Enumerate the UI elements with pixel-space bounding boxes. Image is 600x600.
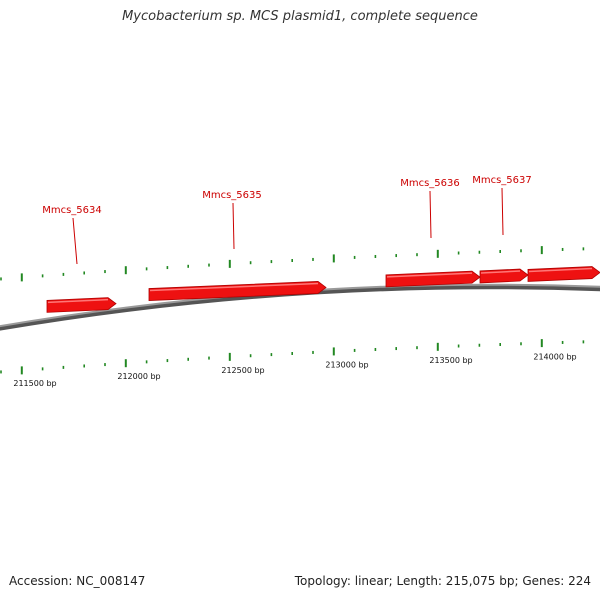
gene-highlight [149, 282, 319, 292]
tick-label: 212500 bp [221, 366, 264, 375]
tick-label: 212000 bp [117, 372, 160, 381]
gene-label: Mmcs_5635 [202, 190, 262, 201]
tick-label: 213000 bp [325, 361, 368, 370]
tick-label: 213500 bp [429, 356, 472, 365]
gene-leader-line [429, 190, 432, 239]
gene-highlight [47, 298, 109, 304]
tick-label-group: 211500 bp 212000 bp 212500 bp 213000 bp 2135… [13, 353, 576, 389]
gene-highlight [528, 267, 593, 273]
gene-features [46, 266, 600, 313]
gene-leader-line [501, 187, 504, 236]
gene-label: Mmcs_5637 [472, 175, 532, 186]
gene-label-group: Mmcs_5634 Mmcs_5635 Mmcs_5636 Mmcs_5637 [42, 175, 532, 265]
gene-leader-line [232, 202, 235, 250]
gene-label: Mmcs_5636 [400, 178, 460, 189]
gene-label: Mmcs_5634 [42, 205, 102, 216]
summary-label: Topology: linear; Length: 215,075 bp; Ge… [294, 574, 591, 588]
tick-label: 211500 bp [13, 379, 56, 388]
map-title: Mycobacterium sp. MCS plasmid1, complete… [122, 9, 478, 24]
gene-arrow [148, 281, 327, 301]
tick-label: 214000 bp [533, 353, 576, 362]
gene-arrow [385, 270, 481, 288]
gene-highlight [386, 272, 473, 278]
gene-highlight [480, 270, 521, 274]
accession-label: Accession: NC_008147 [9, 574, 146, 588]
gene-leader-line [72, 217, 78, 265]
outer-tick-ring [0, 246, 585, 282]
inner-tick-ring [0, 339, 585, 375]
